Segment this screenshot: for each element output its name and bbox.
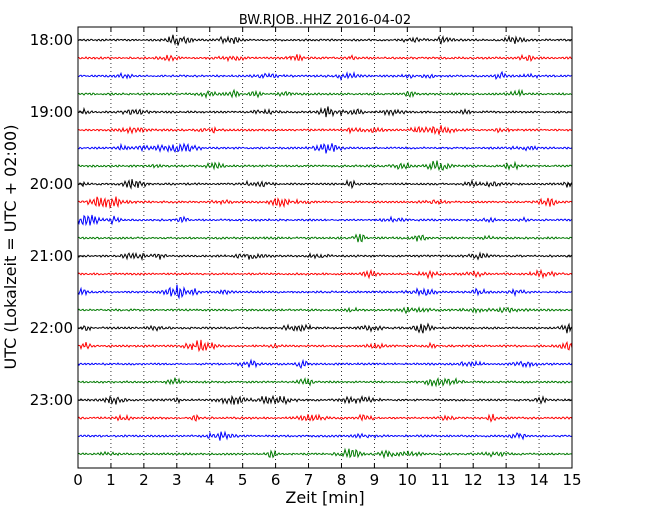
x-axis-ticks: 0 1 2 3 4 5 6 7 8 9 10 11 12 13 14 15: [73, 27, 582, 489]
seismic-trace: [77, 88, 573, 100]
seismic-trace: [77, 322, 573, 334]
y-tick-label: 21:00: [30, 247, 73, 265]
y-tick-label: 23:00: [30, 391, 73, 409]
x-tick-label: 4: [205, 471, 215, 489]
x-tick-label: 11: [431, 471, 450, 489]
y-tick-label: 20:00: [30, 175, 73, 193]
seismic-trace: [77, 142, 573, 154]
x-tick-label: 2: [139, 471, 149, 489]
seismic-trace: [77, 358, 573, 370]
x-tick-label: 13: [497, 471, 516, 489]
seismic-trace: [77, 125, 573, 135]
y-axis-ticks: 18:00 19:00 20:00 21:00 22:00 23:00: [30, 31, 572, 409]
x-tick-label: 9: [370, 471, 380, 489]
x-tick-label: 15: [562, 471, 581, 489]
seismic-trace: [77, 196, 573, 210]
seismic-trace: [77, 447, 573, 460]
x-tick-label: 12: [464, 471, 483, 489]
seismic-trace: [77, 160, 573, 172]
chart-title: BW.RJOB..HHZ 2016-04-02: [239, 13, 411, 28]
x-tick-label: 6: [271, 471, 281, 489]
seismic-trace: [77, 413, 573, 423]
x-tick-label: 5: [238, 471, 248, 489]
x-gridlines: [110, 27, 540, 468]
seismic-trace: [77, 430, 573, 441]
y-tick-label: 19:00: [30, 103, 73, 121]
x-axis-label: Zeit [min]: [285, 488, 364, 507]
seismic-trace: [77, 306, 573, 315]
seismic-trace: [77, 284, 573, 300]
seismic-trace: [77, 70, 573, 81]
seismic-trace: [77, 268, 573, 280]
seismic-trace: [77, 376, 573, 388]
x-tick-label: 7: [304, 471, 314, 489]
x-tick-label: 8: [337, 471, 347, 489]
seismic-trace: [77, 34, 573, 46]
seismic-trace: [77, 178, 573, 190]
seismic-trace: [77, 106, 573, 118]
seismic-trace: [77, 251, 573, 262]
plot-frame: [77, 26, 573, 469]
y-axis-label: UTC (Lokalzeit = UTC + 02:00): [1, 125, 20, 370]
x-tick-label: 10: [398, 471, 417, 489]
seismic-trace: [77, 339, 573, 353]
x-tick-label: 3: [172, 471, 182, 489]
y-tick-label: 22:00: [30, 319, 73, 337]
y-tick-label: 18:00: [30, 31, 73, 49]
x-tick-label: 1: [106, 471, 116, 489]
x-tick-label: 0: [73, 471, 83, 489]
seismic-trace: [77, 394, 573, 406]
seismic-trace: [77, 53, 573, 63]
x-tick-label: 14: [530, 471, 549, 489]
seismic-traces: [77, 34, 573, 460]
seismic-trace: [77, 214, 573, 227]
seismic-trace: [77, 233, 573, 243]
